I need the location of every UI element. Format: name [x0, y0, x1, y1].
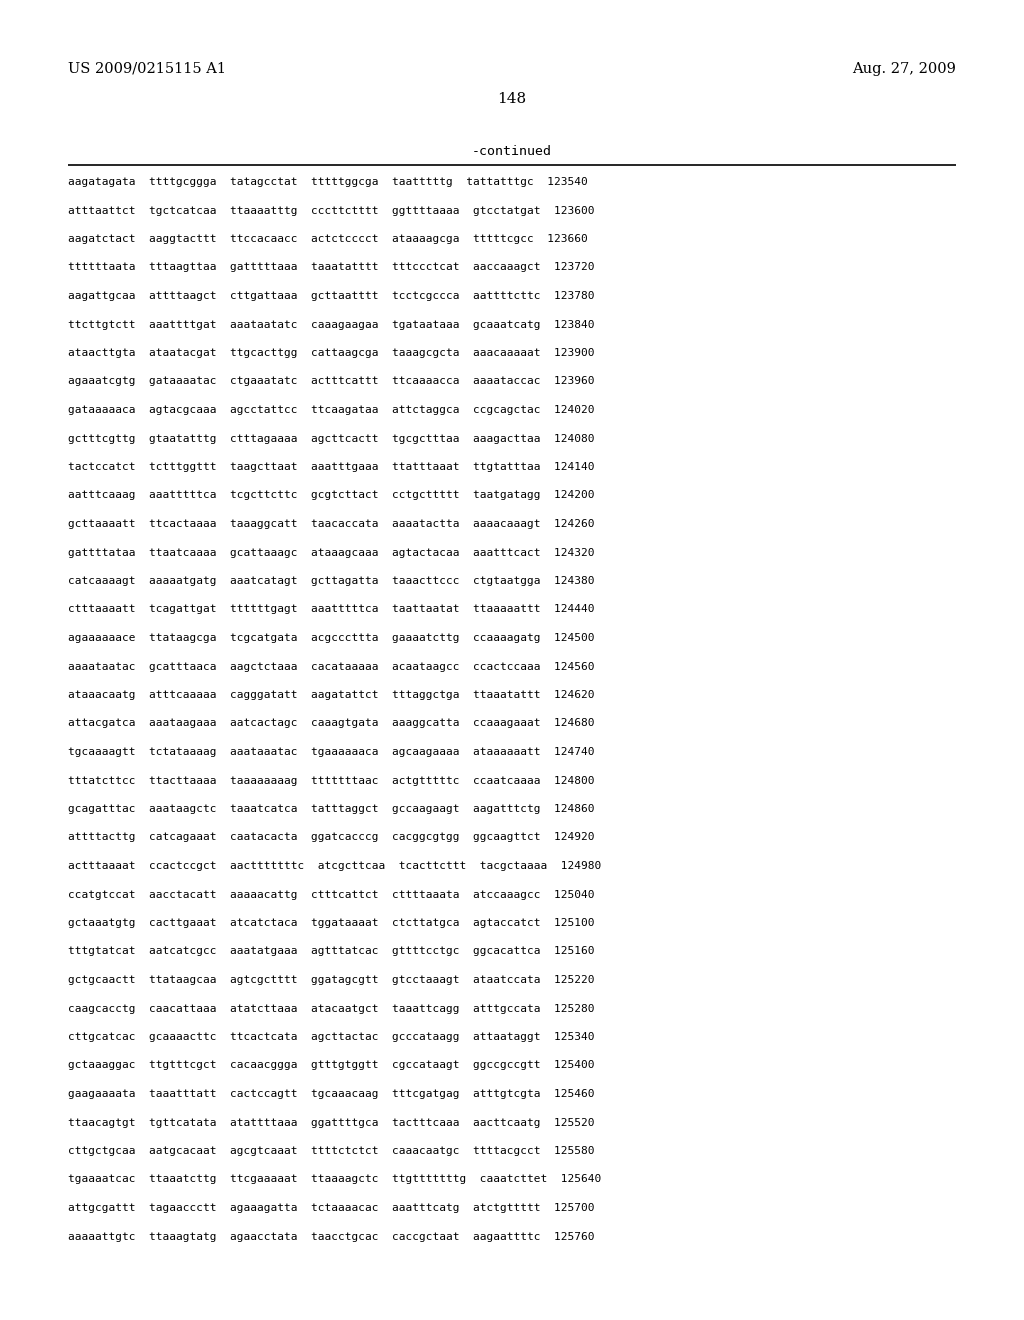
Text: gctgcaactt  ttataagcaa  agtcgctttt  ggatagcgtt  gtcctaaagt  ataatccata  125220: gctgcaactt ttataagcaa agtcgctttt ggatagc… [68, 975, 595, 985]
Text: aaaaattgtc  ttaaagtatg  agaacctata  taacctgcac  caccgctaat  aagaattttc  125760: aaaaattgtc ttaaagtatg agaacctata taacctg… [68, 1232, 595, 1242]
Text: gcttaaaatt  ttcactaaaa  taaaggcatt  taacaccata  aaaatactta  aaaacaaagt  124260: gcttaaaatt ttcactaaaa taaaggcatt taacacc… [68, 519, 595, 529]
Text: 148: 148 [498, 92, 526, 106]
Text: agaaaaaace  ttataagcga  tcgcatgata  acgcccttta  gaaaatcttg  ccaaaagatg  124500: agaaaaaace ttataagcga tcgcatgata acgccct… [68, 634, 595, 643]
Text: aagatagata  ttttgcggga  tatagcctat  tttttggcga  taatttttg  tattatttgc  123540: aagatagata ttttgcggga tatagcctat tttttgg… [68, 177, 588, 187]
Text: attttacttg  catcagaaat  caatacacta  ggatcacccg  cacggcgtgg  ggcaagttct  124920: attttacttg catcagaaat caatacacta ggatcac… [68, 833, 595, 842]
Text: ataaacaatg  atttcaaaaa  cagggatatt  aagatattct  tttaggctga  ttaaatattt  124620: ataaacaatg atttcaaaaa cagggatatt aagatat… [68, 690, 595, 700]
Text: attgcgattt  tagaaccctt  agaaagatta  tctaaaacac  aaatttcatg  atctgttttt  125700: attgcgattt tagaaccctt agaaagatta tctaaaa… [68, 1203, 595, 1213]
Text: tgcaaaagtt  tctataaaag  aaataaatac  tgaaaaaaca  agcaagaaaa  ataaaaaatt  124740: tgcaaaagtt tctataaaag aaataaatac tgaaaaa… [68, 747, 595, 756]
Text: ttttttaata  tttaagttaa  gatttttaaa  taaatatttt  tttccctcat  aaccaaagct  123720: ttttttaata tttaagttaa gatttttaaa taaatat… [68, 263, 595, 272]
Text: catcaaaagt  aaaaatgatg  aaatcatagt  gcttagatta  taaacttccc  ctgtaatgga  124380: catcaaaagt aaaaatgatg aaatcatagt gcttaga… [68, 576, 595, 586]
Text: cttgcatcac  gcaaaacttc  ttcactcata  agcttactac  gcccataagg  attaataggt  125340: cttgcatcac gcaaaacttc ttcactcata agcttac… [68, 1032, 595, 1041]
Text: atttaattct  tgctcatcaa  ttaaaatttg  cccttctttt  ggttttaaaa  gtcctatgat  123600: atttaattct tgctcatcaa ttaaaatttg cccttct… [68, 206, 595, 215]
Text: tttgtatcat  aatcatcgcc  aaatatgaaa  agtttatcac  gttttcctgc  ggcacattca  125160: tttgtatcat aatcatcgcc aaatatgaaa agtttat… [68, 946, 595, 957]
Text: ctttaaaatt  tcagattgat  ttttttgagt  aaatttttca  taattaatat  ttaaaaattt  124440: ctttaaaatt tcagattgat ttttttgagt aaatttt… [68, 605, 595, 615]
Text: aagattgcaa  attttaagct  cttgattaaa  gcttaatttt  tcctcgccca  aattttcttc  123780: aagattgcaa attttaagct cttgattaaa gcttaat… [68, 290, 595, 301]
Text: Aug. 27, 2009: Aug. 27, 2009 [852, 62, 956, 77]
Text: cttgctgcaa  aatgcacaat  agcgtcaaat  ttttctctct  caaacaatgc  ttttacgcct  125580: cttgctgcaa aatgcacaat agcgtcaaat ttttctc… [68, 1146, 595, 1156]
Text: ccatgtccat  aacctacatt  aaaaacattg  ctttcattct  cttttaaata  atccaaagcc  125040: ccatgtccat aacctacatt aaaaacattg ctttcat… [68, 890, 595, 899]
Text: -continued: -continued [472, 145, 552, 158]
Text: actttaaaat  ccactccgct  aactttttttc  atcgcttcaa  tcacttcttt  tacgctaaaa  124980: actttaaaat ccactccgct aactttttttc atcgct… [68, 861, 601, 871]
Text: tactccatct  tctttggttt  taagcttaat  aaatttgaaa  ttatttaaat  ttgtatttaa  124140: tactccatct tctttggttt taagcttaat aaatttg… [68, 462, 595, 473]
Text: gctaaatgtg  cacttgaaat  atcatctaca  tggataaaat  ctcttatgca  agtaccatct  125100: gctaaatgtg cacttgaaat atcatctaca tggataa… [68, 917, 595, 928]
Text: gctaaaggac  ttgtttcgct  cacaacggga  gtttgtggtt  cgccataagt  ggccgccgtt  125400: gctaaaggac ttgtttcgct cacaacggga gtttgtg… [68, 1060, 595, 1071]
Text: caagcacctg  caacattaaa  atatcttaaa  atacaatgct  taaattcagg  atttgccata  125280: caagcacctg caacattaaa atatcttaaa atacaat… [68, 1003, 595, 1014]
Text: gattttataa  ttaatcaaaa  gcattaaagc  ataaagcaaa  agtactacaa  aaatttcact  124320: gattttataa ttaatcaaaa gcattaaagc ataaagc… [68, 548, 595, 557]
Text: gcagatttac  aaataagctc  taaatcatca  tatttaggct  gccaagaagt  aagatttctg  124860: gcagatttac aaataagctc taaatcatca tatttag… [68, 804, 595, 814]
Text: aatttcaaag  aaatttttca  tcgcttcttc  gcgtcttact  cctgcttttt  taatgatagg  124200: aatttcaaag aaatttttca tcgcttcttc gcgtctt… [68, 491, 595, 500]
Text: gaagaaaata  taaatttatt  cactccagtt  tgcaaacaag  tttcgatgag  atttgtcgta  125460: gaagaaaata taaatttatt cactccagtt tgcaaac… [68, 1089, 595, 1100]
Text: gctttcgttg  gtaatatttg  ctttagaaaa  agcttcactt  tgcgctttaa  aaagacttaa  124080: gctttcgttg gtaatatttg ctttagaaaa agcttca… [68, 433, 595, 444]
Text: ataacttgta  ataatacgat  ttgcacttgg  cattaagcga  taaagcgcta  aaacaaaaat  123900: ataacttgta ataatacgat ttgcacttgg cattaag… [68, 348, 595, 358]
Text: attacgatca  aaataagaaa  aatcactagc  caaagtgata  aaaggcatta  ccaaagaaat  124680: attacgatca aaataagaaa aatcactagc caaagtg… [68, 718, 595, 729]
Text: gataaaaaca  agtacgcaaa  agcctattcc  ttcaagataa  attctaggca  ccgcagctac  124020: gataaaaaca agtacgcaaa agcctattcc ttcaaga… [68, 405, 595, 414]
Text: ttcttgtctt  aaattttgat  aaataatatc  caaagaagaa  tgataataaa  gcaaatcatg  123840: ttcttgtctt aaattttgat aaataatatc caaagaa… [68, 319, 595, 330]
Text: ttaacagtgt  tgttcatata  atattttaaa  ggattttgca  tactttcaaa  aacttcaatg  125520: ttaacagtgt tgttcatata atattttaaa ggatttt… [68, 1118, 595, 1127]
Text: tttatcttcc  ttacttaaaa  taaaaaaaag  tttttttaac  actgtttttc  ccaatcaaaa  124800: tttatcttcc ttacttaaaa taaaaaaaag ttttttt… [68, 776, 595, 785]
Text: agaaatcgtg  gataaaatac  ctgaaatatc  actttcattt  ttcaaaacca  aaaataccac  123960: agaaatcgtg gataaaatac ctgaaatatc actttca… [68, 376, 595, 387]
Text: tgaaaatcac  ttaaatcttg  ttcgaaaaat  ttaaaagctc  ttgtttttttg  caaatcttet  125640: tgaaaatcac ttaaatcttg ttcgaaaaat ttaaaag… [68, 1175, 601, 1184]
Text: US 2009/0215115 A1: US 2009/0215115 A1 [68, 62, 226, 77]
Text: aagatctact  aaggtacttt  ttccacaacc  actctcccct  ataaaagcga  tttttcgcc  123660: aagatctact aaggtacttt ttccacaacc actctcc… [68, 234, 588, 244]
Text: aaaataatac  gcatttaaca  aagctctaaa  cacataaaaa  acaataagcc  ccactccaaa  124560: aaaataatac gcatttaaca aagctctaaa cacataa… [68, 661, 595, 672]
